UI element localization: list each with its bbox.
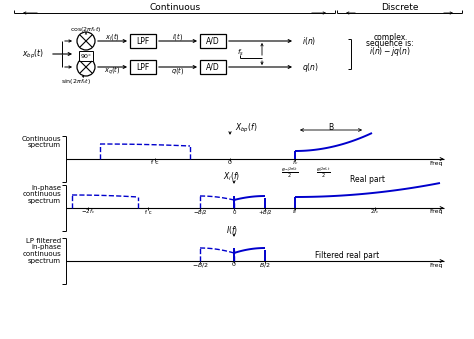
Text: Continuous: Continuous [149,3,201,13]
Text: f c: f c [151,160,159,165]
Text: LPF: LPF [137,37,150,45]
Text: $-B/2$: $-B/2$ [191,261,209,269]
Text: spectrum: spectrum [28,198,61,204]
Text: in-phase: in-phase [31,244,61,251]
Text: spectrum: spectrum [28,258,61,263]
Text: Freq: Freq [429,210,443,215]
Text: continuous: continuous [22,251,61,257]
Text: f c: f c [145,210,151,215]
Text: Continuous: Continuous [21,136,61,142]
Text: $+B/2$: $+B/2$ [257,208,273,216]
Text: sequence is:: sequence is: [366,40,414,48]
Text: $i(t)$: $i(t)$ [173,32,183,42]
Text: $f_s$: $f_s$ [237,48,244,58]
Text: $\sin(2\pi f_c t)$: $\sin(2\pi f_c t)$ [61,77,91,85]
Circle shape [77,58,95,76]
Bar [200,60,226,74]
Text: $2f_c$: $2f_c$ [370,207,380,216]
Text: $B/2$: $B/2$ [259,261,271,269]
Text: B: B [328,123,334,133]
Text: complex: complex [374,34,406,42]
Text: 0: 0 [232,262,236,267]
Text: $i(n) - jq(n)$: $i(n) - jq(n)$ [369,44,410,58]
Text: $x_i(t)$: $x_i(t)$ [105,32,119,42]
Text: $i(n)$: $i(n)$ [302,35,316,47]
Text: continuous: continuous [22,192,61,198]
Text: $-2f_c$: $-2f_c$ [81,207,95,216]
Bar [200,34,226,48]
Text: Real part: Real part [350,176,385,184]
Text: $X_{bp}(f)$: $X_{bp}(f)$ [235,121,257,135]
Text: $x_q(t)$: $x_q(t)$ [104,65,120,77]
Bar [130,34,156,48]
Text: $I(f)$: $I(f)$ [226,224,238,236]
Text: Discrete: Discrete [381,3,419,13]
Text: 0: 0 [228,160,232,165]
Text: $\cos(2\pi f_c t)$: $\cos(2\pi f_c t)$ [70,25,102,35]
Text: 90°: 90° [81,54,91,59]
Text: Filtered real part: Filtered real part [315,252,379,260]
Text: spectrum: spectrum [28,142,61,148]
Text: $x_{bp}(t)$: $x_{bp}(t)$ [22,47,44,61]
Text: Freq: Freq [429,262,443,267]
Text: A/D: A/D [206,62,220,72]
Text: $X_i(f)$: $X_i(f)$ [223,171,241,183]
Text: $f_c$: $f_c$ [292,207,298,216]
Text: $\frac{e^{j2\pi f_c t}}{2}$: $\frac{e^{j2\pi f_c t}}{2}$ [316,166,330,180]
Text: LPF: LPF [137,62,150,72]
Text: 0: 0 [232,210,236,215]
Text: $-B/2$: $-B/2$ [192,208,208,216]
Text: A/D: A/D [206,37,220,45]
Text: In-phase: In-phase [31,185,61,191]
Text: Freq: Freq [429,160,443,165]
Text: $q(n)$: $q(n)$ [302,60,319,74]
Text: $f_c$: $f_c$ [292,159,298,167]
Text: $\frac{e^{-j2\pi f_c t}}{2}$: $\frac{e^{-j2\pi f_c t}}{2}$ [281,166,299,180]
Bar [79,51,93,61]
Text: LP filtered: LP filtered [26,238,61,244]
Bar [130,60,156,74]
Circle shape [77,32,95,50]
Text: $q(t)$: $q(t)$ [171,65,185,77]
